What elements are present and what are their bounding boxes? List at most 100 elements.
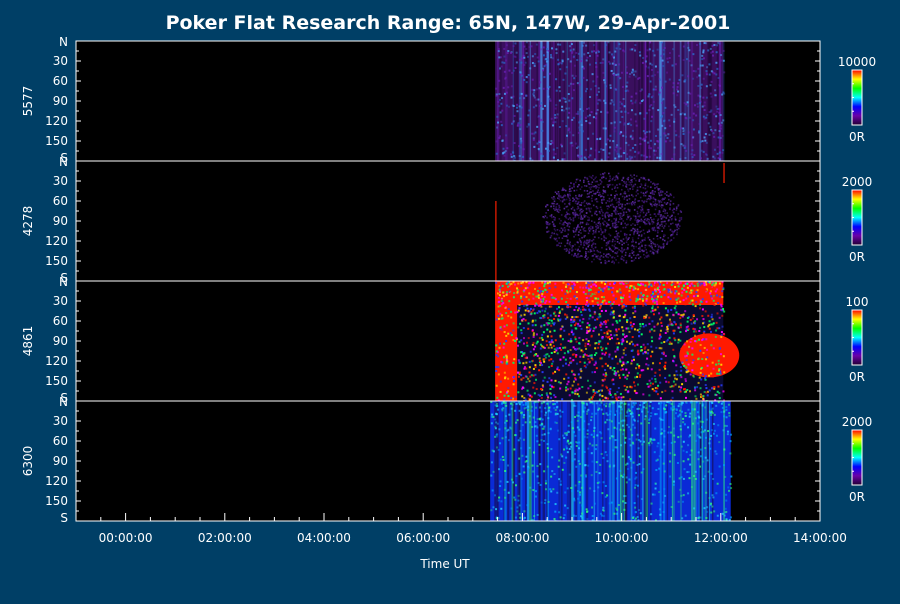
data-speckle <box>660 214 662 216</box>
data-speckle <box>566 235 568 237</box>
data-speckle <box>680 113 682 115</box>
data-speckle <box>582 321 584 323</box>
data-speckle <box>532 387 534 389</box>
data-speckle <box>686 328 688 330</box>
data-speckle <box>546 231 548 233</box>
data-speckle <box>604 240 606 242</box>
data-speckle <box>563 330 565 332</box>
data-speckle <box>679 340 681 342</box>
data-speckle <box>674 454 676 456</box>
data-speckle <box>681 219 683 221</box>
data-speckle <box>573 499 575 501</box>
data-speckle <box>515 484 517 486</box>
data-speckle <box>591 371 593 373</box>
data-speckle <box>707 365 709 367</box>
data-speckle <box>664 368 666 370</box>
data-speckle <box>590 249 592 251</box>
data-speckle <box>714 370 716 372</box>
data-speckle <box>532 309 534 311</box>
data-speckle <box>578 234 580 236</box>
data-speckle <box>714 149 716 151</box>
data-speckle <box>708 134 710 136</box>
data-speckle <box>574 253 576 255</box>
data-speckle <box>600 323 602 325</box>
data-speckle <box>553 394 555 396</box>
data-speckle <box>644 202 646 204</box>
data-speckle <box>570 60 572 62</box>
data-speckle <box>595 62 597 64</box>
data-speckle <box>695 353 697 355</box>
data-speckle <box>564 432 566 434</box>
data-speckle <box>578 195 580 197</box>
data-streak <box>529 401 531 521</box>
data-speckle <box>606 205 608 207</box>
data-speckle <box>546 329 548 331</box>
data-speckle <box>543 285 545 287</box>
data-speckle <box>627 244 629 246</box>
data-speckle <box>730 516 732 518</box>
data-speckle <box>656 303 658 305</box>
data-speckle <box>707 303 709 305</box>
data-speckle <box>689 464 691 466</box>
data-speckle <box>523 57 525 59</box>
data-speckle <box>618 213 620 215</box>
data-speckle <box>543 217 545 219</box>
data-streak <box>617 41 619 161</box>
data-speckle <box>663 215 665 217</box>
data-speckle <box>663 443 665 445</box>
data-speckle <box>504 78 506 80</box>
data-speckle <box>532 321 534 323</box>
data-speckle <box>636 376 638 378</box>
data-speckle <box>635 242 637 244</box>
data-speckle <box>711 81 713 83</box>
data-speckle <box>668 199 670 201</box>
data-speckle <box>651 116 653 118</box>
data-speckle <box>614 222 616 224</box>
data-speckle <box>703 78 705 80</box>
data-speckle <box>655 390 657 392</box>
data-speckle <box>540 153 542 155</box>
data-speckle <box>580 311 582 313</box>
data-speckle <box>542 371 544 373</box>
data-speckle <box>587 138 589 140</box>
data-speckle <box>652 75 654 77</box>
data-speckle <box>629 343 631 345</box>
data-speckle <box>610 304 612 306</box>
data-speckle <box>574 416 576 418</box>
data-speckle <box>592 181 594 183</box>
data-speckle <box>565 373 567 375</box>
data-speckle <box>638 335 640 337</box>
data-speckle <box>622 196 624 198</box>
data-speckle <box>616 334 618 336</box>
data-speckle <box>595 52 597 54</box>
data-speckle <box>575 75 577 77</box>
data-speckle <box>665 223 667 225</box>
data-speckle <box>575 349 577 351</box>
data-speckle <box>688 364 690 366</box>
data-speckle <box>525 456 527 458</box>
data-speckle <box>698 75 700 77</box>
data-speckle <box>582 66 584 68</box>
data-speckle <box>593 490 595 492</box>
data-streak <box>517 401 519 521</box>
data-speckle <box>652 50 654 52</box>
data-speckle <box>617 247 619 249</box>
data-speckle <box>541 295 543 297</box>
data-speckle <box>658 249 660 251</box>
data-speckle <box>659 195 661 197</box>
data-speckle <box>589 55 591 57</box>
data-speckle <box>554 286 556 288</box>
data-speckle <box>621 251 623 253</box>
data-speckle <box>581 386 583 388</box>
data-speckle <box>661 391 663 393</box>
data-speckle <box>505 60 507 62</box>
data-speckle <box>596 138 598 140</box>
data-speckle <box>597 103 599 105</box>
data-speckle <box>723 50 725 52</box>
panel-data-5577 <box>495 41 725 163</box>
data-speckle <box>589 114 591 116</box>
data-speckle <box>524 366 526 368</box>
data-speckle <box>617 187 619 189</box>
data-speckle <box>614 240 616 242</box>
data-speckle <box>618 304 620 306</box>
